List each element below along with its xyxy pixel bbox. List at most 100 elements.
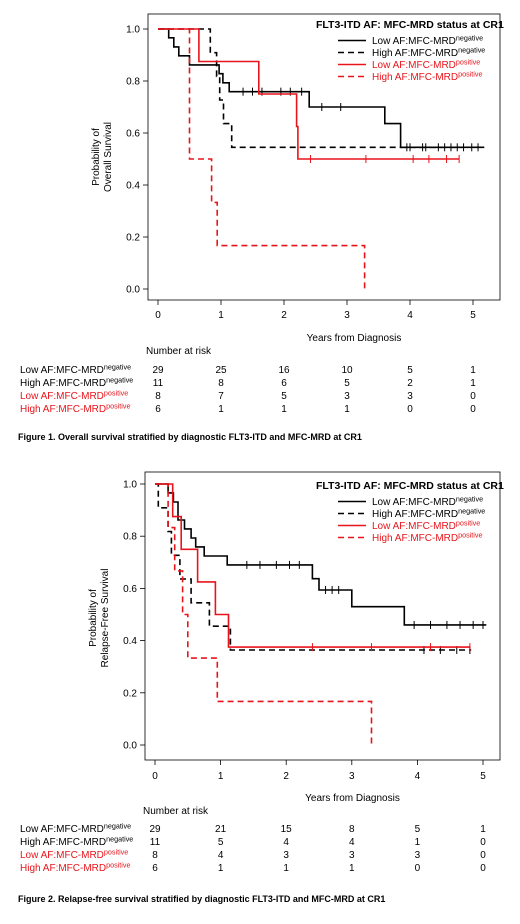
risk-count: 1 [344, 404, 350, 415]
figure-1-caption: Figure 1. Overall survival stratified by… [18, 432, 362, 442]
y-axis-label-line2: Overall Survival [103, 122, 114, 192]
risk-row-label: Low AF:MFC-MRDnegative [20, 363, 131, 377]
legend-label: Low AF:MFC-MRDpositive [372, 58, 480, 72]
km-curve [158, 28, 462, 149]
risk-row-label: High AF:MFC-MRDnegative [20, 835, 133, 849]
risk-count: 5 [281, 391, 287, 402]
legend-title: FLT3-ITD AF: MFC-MRD status at CR1 [316, 480, 504, 492]
risk-count: 8 [218, 378, 224, 389]
os-chart-panel: 0.0 0.2 0.4 0.6 0.8 1.0 0 1 2 3 4 5 Years from Diagn… [20, 13, 504, 416]
x-tick-label: 4 [407, 310, 413, 321]
risk-count: 7 [218, 391, 224, 402]
y-axis-label-line1: Probability of [91, 128, 102, 186]
x-axis-label: Years from Diagnosis [307, 333, 402, 344]
risk-count: 21 [215, 824, 227, 835]
y-tick-label: 0.0 [123, 741, 137, 752]
y-tick-label: 0.4 [126, 181, 140, 192]
risk-row-label: Low AF:MFC-MRDpositive [20, 389, 128, 403]
risk-count: 15 [281, 824, 293, 835]
legend-label: High AF:MFC-MRDpositive [372, 70, 483, 84]
risk-count: 2 [407, 378, 413, 389]
risk-count: 25 [215, 365, 227, 376]
risk-count: 16 [278, 365, 290, 376]
risk-count: 1 [218, 404, 224, 415]
plot-frame [147, 13, 501, 301]
x-tick-label: 3 [344, 310, 350, 321]
risk-row-label: High AF:MFC-MRDpositive [20, 402, 131, 416]
risk-count: 1 [470, 365, 476, 376]
risk-count: 29 [149, 824, 161, 835]
x-tick-label: 0 [155, 310, 161, 321]
risk-count: 1 [415, 837, 421, 848]
x-tick-label: 2 [281, 310, 287, 321]
risk-count: 0 [470, 391, 476, 402]
x-axis-label: Years from Diagnosis [305, 793, 400, 804]
risk-table-title: Number at risk [143, 806, 209, 817]
risk-count: 5 [344, 378, 350, 389]
legend-label: Low AF:MFC-MRDnegative [372, 495, 483, 509]
risk-count: 11 [153, 378, 164, 389]
y-tick-label: 0.2 [123, 688, 137, 699]
x-tick-label: 5 [470, 310, 476, 321]
risk-count: 1 [281, 404, 287, 415]
risk-count: 8 [152, 850, 158, 861]
x-tick-label: 2 [283, 771, 289, 782]
legend-label: High AF:MFC-MRDpositive [372, 531, 483, 545]
x-tick-label: 1 [218, 310, 224, 321]
risk-count: 0 [415, 863, 421, 874]
risk-table-title: Number at risk [146, 346, 212, 357]
risk-count: 0 [480, 837, 486, 848]
x-tick-label: 3 [349, 771, 355, 782]
risk-count: 10 [341, 365, 353, 376]
legend-label: High AF:MFC-MRDnegative [372, 507, 485, 521]
risk-count: 0 [407, 404, 413, 415]
risk-count: 0 [480, 850, 486, 861]
km-curve [158, 28, 366, 289]
risk-count: 1 [349, 863, 355, 874]
legend-label: High AF:MFC-MRDnegative [372, 46, 485, 60]
legend-title: FLT3-ITD AF: MFC-MRD status at CR1 [316, 19, 504, 31]
x-tick-label: 1 [218, 771, 224, 782]
x-tick-label: 4 [415, 771, 421, 782]
y-tick-label: 0.8 [123, 532, 137, 543]
risk-count: 0 [470, 404, 476, 415]
x-tick-label: 0 [152, 771, 158, 782]
figure-2-caption: Figure 2. Relapse-free survival stratifi… [18, 894, 386, 904]
plot-frame [144, 471, 501, 761]
risk-count: 6 [281, 378, 287, 389]
risk-count: 5 [415, 824, 421, 835]
km-curve [155, 483, 472, 651]
risk-count: 5 [218, 837, 224, 848]
risk-count: 11 [150, 837, 161, 848]
km-curve [155, 483, 373, 745]
risk-count: 3 [344, 391, 350, 402]
y-tick-label: 0.0 [126, 285, 140, 296]
risk-count: 5 [407, 365, 413, 376]
risk-count: 0 [480, 863, 486, 874]
y-tick-label: 0.6 [126, 129, 140, 140]
risk-count: 1 [218, 863, 224, 874]
risk-row-label: Low AF:MFC-MRDpositive [20, 848, 128, 862]
legend-label: Low AF:MFC-MRDpositive [372, 519, 480, 533]
y-tick-label: 0.2 [126, 233, 140, 244]
risk-count: 6 [152, 863, 158, 874]
risk-count: 8 [349, 824, 355, 835]
risk-count: 4 [283, 837, 289, 848]
km-curve [155, 483, 487, 626]
risk-count: 8 [155, 391, 161, 402]
risk-count: 4 [349, 837, 355, 848]
risk-count: 3 [407, 391, 413, 402]
risk-count: 3 [283, 850, 289, 861]
risk-count: 4 [218, 850, 224, 861]
risk-row-label: High AF:MFC-MRDpositive [20, 861, 131, 875]
km-curve [158, 28, 460, 160]
risk-count: 1 [283, 863, 289, 874]
y-tick-label: 1.0 [123, 480, 137, 491]
risk-row-label: High AF:MFC-MRDnegative [20, 376, 133, 390]
risk-count: 29 [152, 365, 164, 376]
y-tick-label: 0.6 [123, 584, 137, 595]
risk-count: 1 [470, 378, 476, 389]
x-tick-label: 5 [480, 771, 486, 782]
y-tick-label: 0.4 [123, 636, 137, 647]
